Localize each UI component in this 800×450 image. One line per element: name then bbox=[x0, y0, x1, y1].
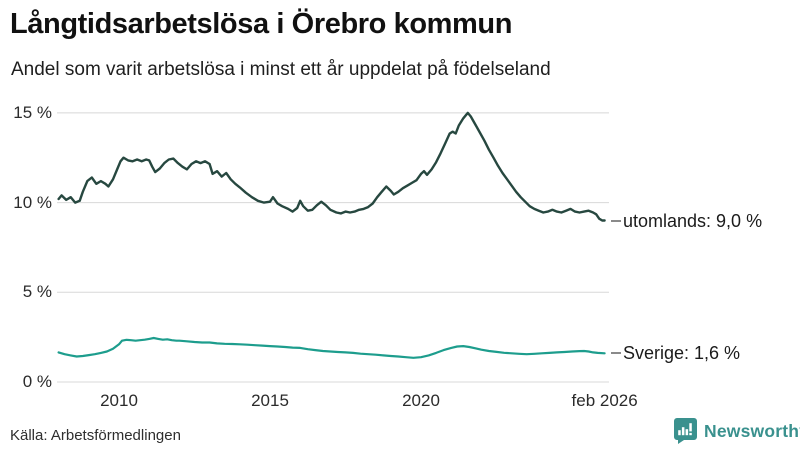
y-axis-tick-label: 5 % bbox=[22, 282, 52, 302]
series-line-Sverige bbox=[57, 336, 606, 359]
chart-subtitle: Andel som varit arbetslösa i minst ett å… bbox=[11, 59, 551, 80]
page-title: Långtidsarbetslösa i Örebro kommun bbox=[10, 8, 513, 40]
series-label-dash-utomlands bbox=[611, 219, 621, 222]
newsworthy-speech-bubble-icon bbox=[674, 418, 697, 444]
x-axis-tick-label: 2010 bbox=[100, 391, 138, 410]
newsworthy-logo-link[interactable]: Newsworthy bbox=[674, 418, 800, 444]
x-axis-tick-label: 2020 bbox=[402, 391, 440, 410]
y-axis-tick-label: 15 % bbox=[13, 102, 52, 122]
series-label-Sverige: Sverige: 1,6 % bbox=[623, 343, 741, 364]
source-credit: Källa: Arbetsförmedlingen bbox=[10, 427, 181, 444]
series-line-utomlands bbox=[57, 111, 606, 222]
y-axis-tick-label: 10 % bbox=[13, 192, 52, 212]
series-label-utomlands: utomlands: 9,0 % bbox=[623, 210, 763, 231]
series-label-dash-Sverige bbox=[611, 352, 621, 355]
y-axis-tick-label: 0 % bbox=[22, 372, 52, 391]
x-axis-tick-label: 2015 bbox=[251, 391, 289, 410]
x-axis-tick-label: feb 2026 bbox=[571, 391, 638, 410]
newsworthy-wordmark: Newsworthy bbox=[704, 420, 800, 441]
